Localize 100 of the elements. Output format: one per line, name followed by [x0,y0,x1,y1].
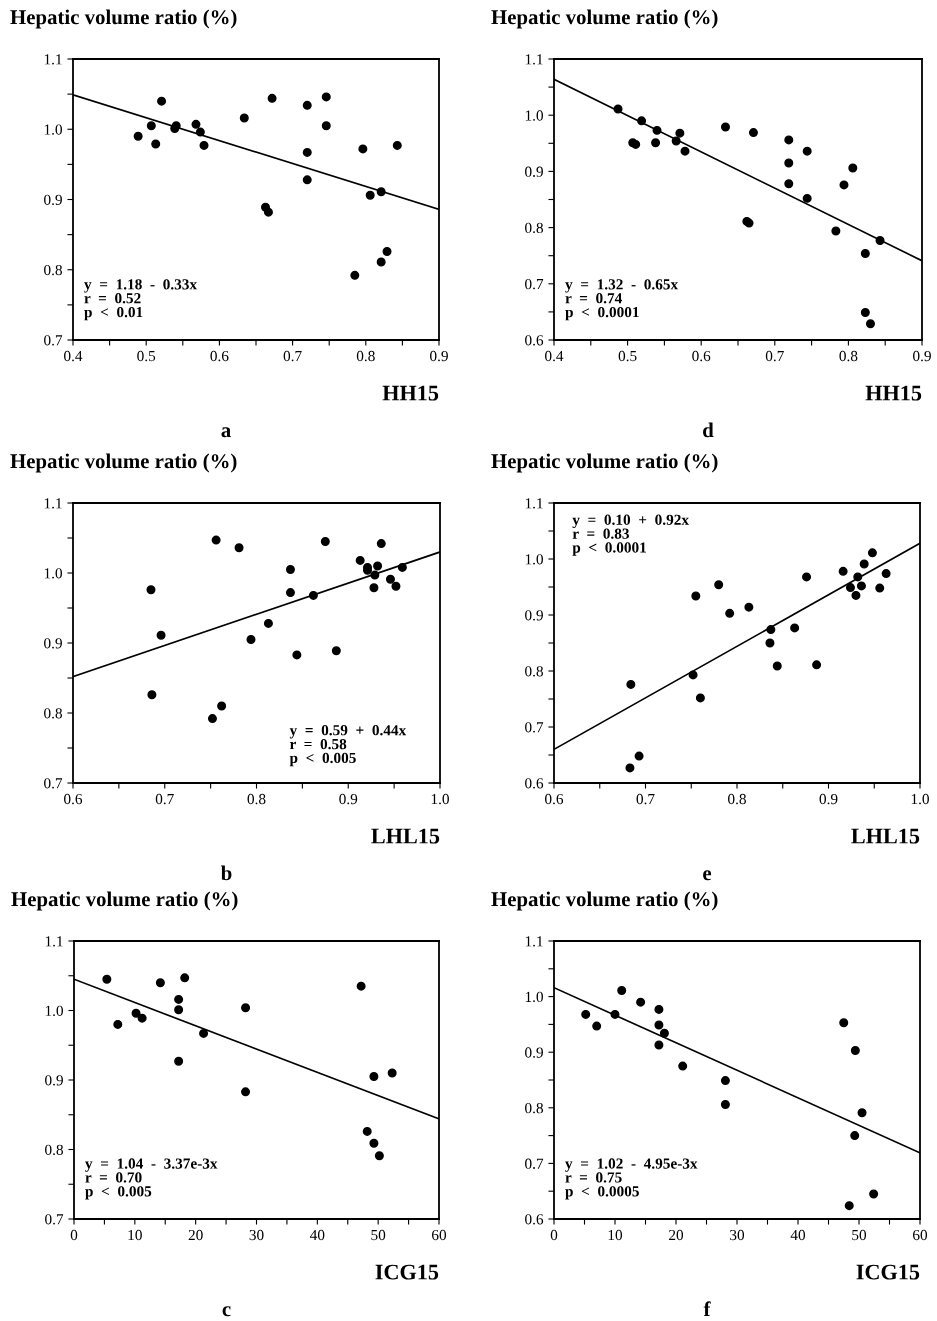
chart-title: Hepatic volume ratio (%) [491,9,718,29]
x-tick-label: 20 [669,1229,684,1241]
text: d [703,422,714,438]
y-tick-label: 0.7 [44,778,63,789]
x-tick-label: 0 [70,1229,78,1241]
y-tick-label: 1.1 [525,54,543,65]
x-tick-label: 0.8 [356,350,375,362]
x-tick-label: 0.6 [545,793,564,805]
annotation: r = 0.83 [572,528,630,539]
x-tick-label: 0.5 [137,350,156,362]
y-tick-label: 1.0 [44,568,62,579]
x-tick-label: 0.4 [64,350,83,362]
x-tick-label: 0.8 [839,350,858,362]
text: b [220,865,232,881]
y-tick-label: 0.9 [525,166,543,177]
y-tick-label: 1.0 [525,991,543,1003]
y-tick-label: 0.9 [525,1047,543,1058]
x-tick-label: 60 [432,1229,447,1241]
y-tick-label: 0.9 [525,610,543,621]
x-tick-label: 20 [188,1229,203,1241]
x-tick-label: 60 [913,1229,928,1241]
x-tick-label: 0 [550,1229,558,1241]
x-tick-label: 0.7 [636,793,655,805]
x-tick-label: 40 [790,1229,806,1241]
x-tick-label: 0.6 [210,350,229,362]
y-tick-label: 1.1 [525,936,543,947]
annotation: y = 1.32 - 0.65x [565,279,679,293]
x-tick-label: 40 [309,1229,325,1241]
y-tick-label: 1.0 [525,110,543,121]
annotation: p < 0.0001 [565,306,639,321]
chart-title: Hepatic volume ratio (%) [11,891,238,911]
annotation: y = 1.04 - 3.37e-3x [85,1158,218,1172]
annotation: y = 0.59 + 0.44x [289,725,407,739]
y-tick-label: 1.1 [44,498,62,509]
x-tick-label: 0.7 [155,793,174,805]
y-tick-label: 1.0 [44,124,62,135]
y-tick-label: 0.8 [45,1144,63,1156]
x-axis-title: HH15 [865,385,922,401]
annotation: r = 0.75 [565,1172,622,1183]
x-tick-label: 0.9 [339,793,358,805]
chart-title: Hepatic volume ratio (%) [491,891,718,911]
x-axis-title: LHL15 [371,828,440,844]
x-tick-label: 0.6 [692,350,711,362]
text: f [703,1301,711,1317]
chart-title: Hepatic volume ratio (%) [10,453,237,473]
x-tick-label: 0.7 [283,350,302,362]
annotation: r = 0.74 [565,293,622,304]
chart-title: Hepatic volume ratio (%) [491,453,718,473]
annotation: y = 0.10 + 0.92x [572,514,689,529]
x-tick-label: 50 [371,1229,386,1241]
y-tick-label: 0.7 [44,335,63,346]
x-axis-title: ICG15 [856,1264,920,1280]
y-tick-label: 0.6 [525,335,544,346]
x-axis-title: LHL15 [851,828,920,844]
x-tick-label: 0.8 [728,793,746,805]
y-tick-label: 0.8 [44,708,62,719]
x-tick-label: 1.0 [431,793,449,805]
annotation: r = 0.58 [289,738,347,750]
x-tick-label: 50 [852,1229,867,1241]
chart-title: Hepatic volume ratio (%) [10,9,237,29]
y-tick-label: 0.7 [525,1158,544,1169]
y-tick-label: 0.9 [45,1075,63,1086]
annotation: r = 0.70 [85,1172,142,1183]
y-tick-label: 0.6 [525,1214,544,1225]
x-tick-label: 0.7 [765,350,784,362]
annotation: r = 0.52 [84,293,141,304]
text: c [222,1306,231,1317]
y-tick-label: 0.7 [525,722,544,733]
y-tick-label: 0.8 [525,222,543,234]
y-tick-label: 1.0 [45,1005,63,1017]
x-tick-label: 0.9 [913,350,931,362]
x-tick-label: 30 [730,1229,745,1241]
y-tick-label: 0.7 [45,1214,64,1225]
annotation: p < 0.005 [289,752,356,767]
x-tick-label: 0.9 [819,793,838,805]
y-tick-label: 1.0 [525,554,543,565]
text: e [703,870,712,881]
annotation: p < 0.0005 [565,1186,639,1200]
annotation: y = 1.18 - 0.33x [84,279,197,293]
x-tick-label: 0.8 [247,793,266,805]
text: a [221,427,231,438]
annotation: p < 0.01 [84,306,143,321]
y-tick-label: 0.6 [525,778,544,789]
x-tick-label: 0.5 [618,350,637,362]
y-tick-label: 0.8 [44,264,62,276]
annotation: y = 1.02 - 4.95e-3x [565,1158,698,1172]
x-tick-label: 10 [608,1229,623,1241]
y-tick-label: 0.9 [44,638,62,649]
annotation: p < 0.005 [85,1186,152,1200]
y-tick-label: 1.1 [44,54,62,65]
x-tick-label: 30 [249,1229,264,1241]
x-tick-label: 0.6 [64,793,83,805]
y-tick-label: 0.8 [525,1102,543,1114]
y-tick-label: 0.8 [525,666,543,677]
x-axis-title: HH15 [382,385,439,401]
y-tick-label: 1.1 [45,936,63,947]
y-tick-label: 0.9 [44,194,62,206]
x-tick-label: 0.9 [430,350,448,362]
y-tick-label: 1.1 [525,498,543,509]
x-axis-title: ICG15 [375,1264,439,1280]
